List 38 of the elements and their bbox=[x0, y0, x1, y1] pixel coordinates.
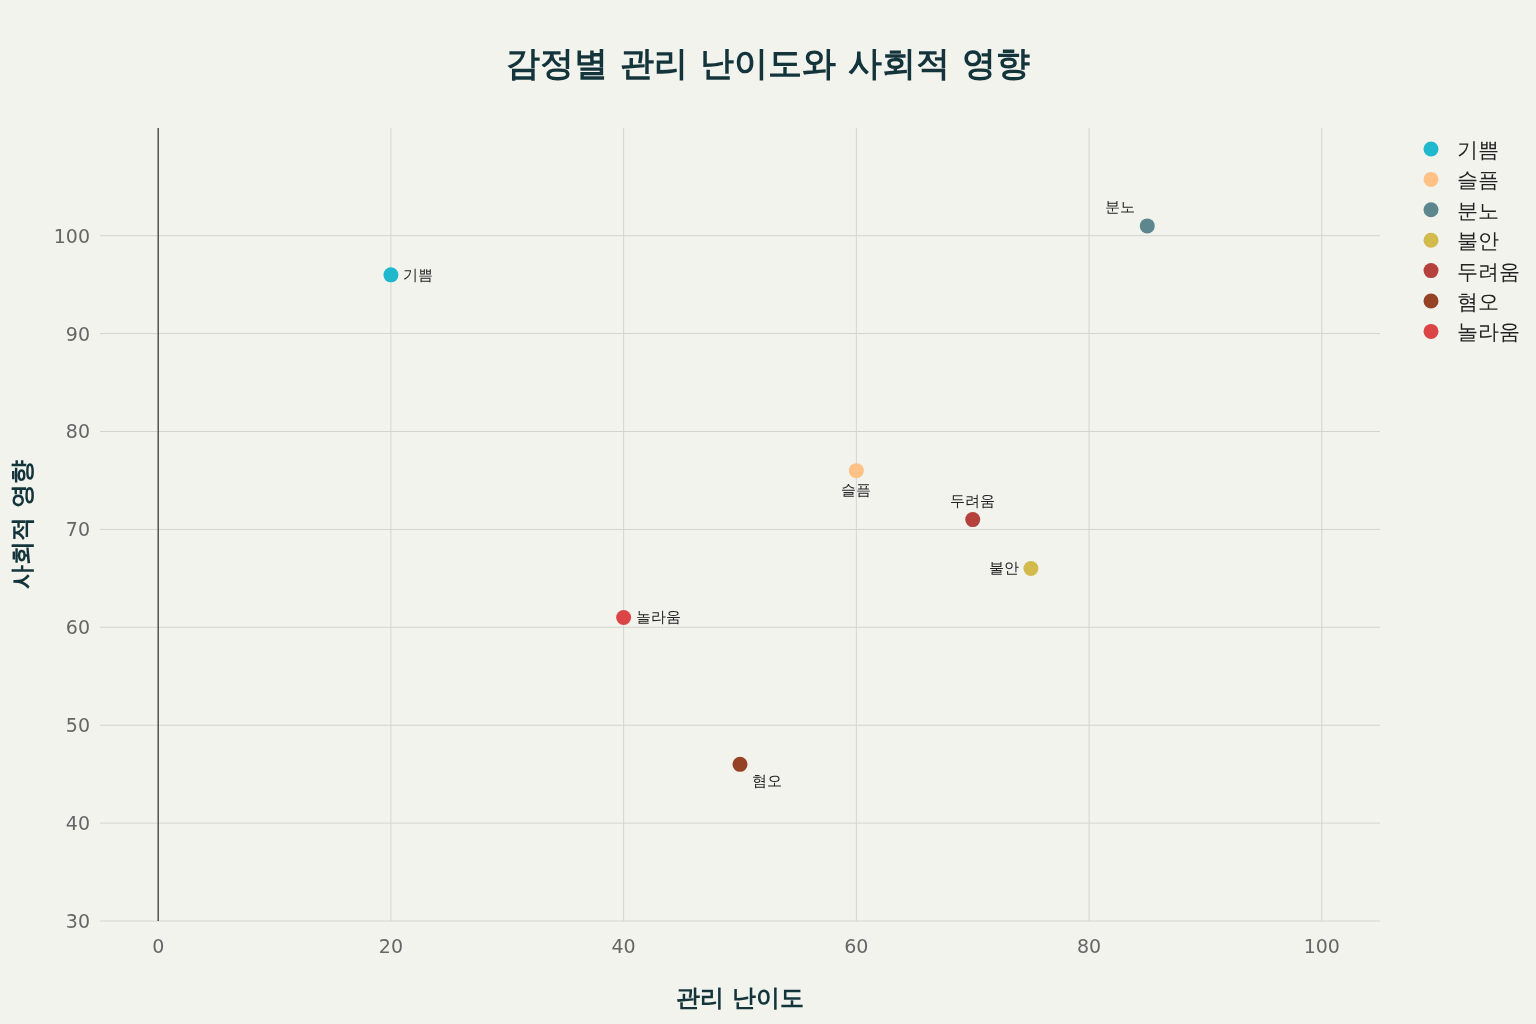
y-tick-label: 100 bbox=[53, 224, 90, 247]
point bbox=[383, 267, 399, 283]
y-tick-label: 30 bbox=[65, 910, 90, 932]
point bbox=[1139, 218, 1155, 234]
y-tick-label: 50 bbox=[65, 714, 90, 737]
legend-label: 두려움 bbox=[1457, 259, 1520, 284]
y-tick-label: 40 bbox=[65, 812, 90, 835]
series: 기쁨 bbox=[383, 265, 433, 284]
legend-label: 기쁨 bbox=[1457, 138, 1499, 162]
point bbox=[732, 756, 748, 772]
series: 분노 bbox=[1105, 197, 1155, 234]
point bbox=[616, 610, 632, 626]
series: 혐오 bbox=[732, 756, 782, 791]
series: 불안 bbox=[988, 558, 1039, 577]
y-axis-title: 사회적 영향 bbox=[8, 460, 36, 589]
y-tick-label: 80 bbox=[65, 420, 90, 443]
x-tick-label: 40 bbox=[611, 935, 636, 957]
x-axis-title: 관리 난이도 bbox=[675, 984, 805, 1012]
legend-label: 분노 bbox=[1457, 198, 1499, 223]
legend-label: 슬픔 bbox=[1457, 168, 1499, 193]
y-tick-label: 70 bbox=[65, 518, 90, 541]
chart-title: 감정별 관리 난이도와 사회적 영향 bbox=[506, 43, 1030, 83]
legend-label: 불안 bbox=[1457, 229, 1499, 254]
y-tick-label: 60 bbox=[65, 616, 90, 639]
legend-label: 놀라움 bbox=[1457, 320, 1520, 345]
x-tick-label: 100 bbox=[1303, 935, 1340, 957]
x-tick-label: 0 bbox=[152, 935, 165, 957]
x-tick-label: 80 bbox=[1077, 935, 1102, 957]
point bbox=[1023, 561, 1039, 577]
x-tick-label: 20 bbox=[378, 935, 403, 957]
series: 놀라움 bbox=[616, 607, 681, 626]
point bbox=[965, 512, 981, 528]
y-tick-label: 90 bbox=[65, 322, 90, 345]
legend-label: 혐오 bbox=[1457, 290, 1499, 314]
x-tick-label: 60 bbox=[844, 935, 869, 957]
series: 두려움 bbox=[950, 491, 996, 528]
series: 슬픔 bbox=[841, 463, 872, 499]
point bbox=[848, 463, 864, 479]
